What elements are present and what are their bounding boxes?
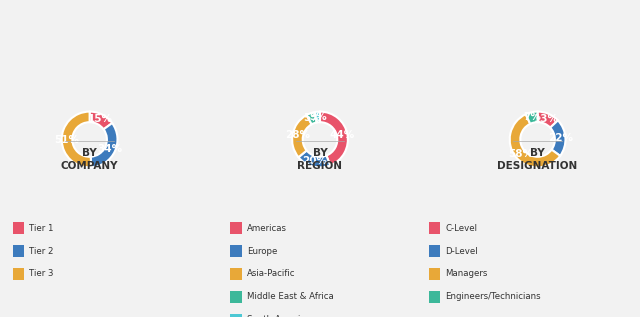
Wedge shape xyxy=(91,123,118,167)
Text: Europe: Europe xyxy=(247,247,277,256)
Wedge shape xyxy=(298,151,330,167)
Wedge shape xyxy=(292,115,312,157)
Wedge shape xyxy=(509,114,560,167)
Text: Middle East & Africa: Middle East & Africa xyxy=(247,292,334,301)
Text: South America: South America xyxy=(247,315,310,317)
Text: BY
COMPANY: BY COMPANY xyxy=(61,148,118,171)
Text: 22%: 22% xyxy=(548,133,573,143)
Wedge shape xyxy=(90,112,112,129)
Wedge shape xyxy=(525,112,538,124)
Text: 3%: 3% xyxy=(309,112,327,122)
Text: Americas: Americas xyxy=(247,224,287,233)
Text: Managers: Managers xyxy=(445,269,488,278)
Wedge shape xyxy=(315,112,320,122)
Text: 20%: 20% xyxy=(302,156,327,166)
Text: Asia-Pacific: Asia-Pacific xyxy=(247,269,296,278)
Text: Tier 2: Tier 2 xyxy=(29,247,54,256)
Text: BY
DESIGNATION: BY DESIGNATION xyxy=(497,148,578,171)
Text: 7%: 7% xyxy=(524,113,541,122)
Text: 51%: 51% xyxy=(54,135,79,145)
Text: BY
REGION: BY REGION xyxy=(298,148,342,171)
Text: 44%: 44% xyxy=(330,130,355,140)
Wedge shape xyxy=(538,112,558,128)
Text: Tier 1: Tier 1 xyxy=(29,224,54,233)
Wedge shape xyxy=(61,112,92,167)
Text: D-Level: D-Level xyxy=(445,247,478,256)
Text: 13%: 13% xyxy=(534,114,559,124)
Text: Tier 3: Tier 3 xyxy=(29,269,54,278)
Text: 15%: 15% xyxy=(87,114,113,124)
Wedge shape xyxy=(320,112,348,165)
Text: C-Level: C-Level xyxy=(445,224,477,233)
Text: 28%: 28% xyxy=(285,130,310,140)
Text: 5%: 5% xyxy=(303,113,321,123)
Wedge shape xyxy=(307,112,317,124)
Text: Engineers/Technicians: Engineers/Technicians xyxy=(445,292,541,301)
Text: 58%: 58% xyxy=(508,149,532,159)
Wedge shape xyxy=(550,120,566,156)
Text: 34%: 34% xyxy=(97,144,123,154)
